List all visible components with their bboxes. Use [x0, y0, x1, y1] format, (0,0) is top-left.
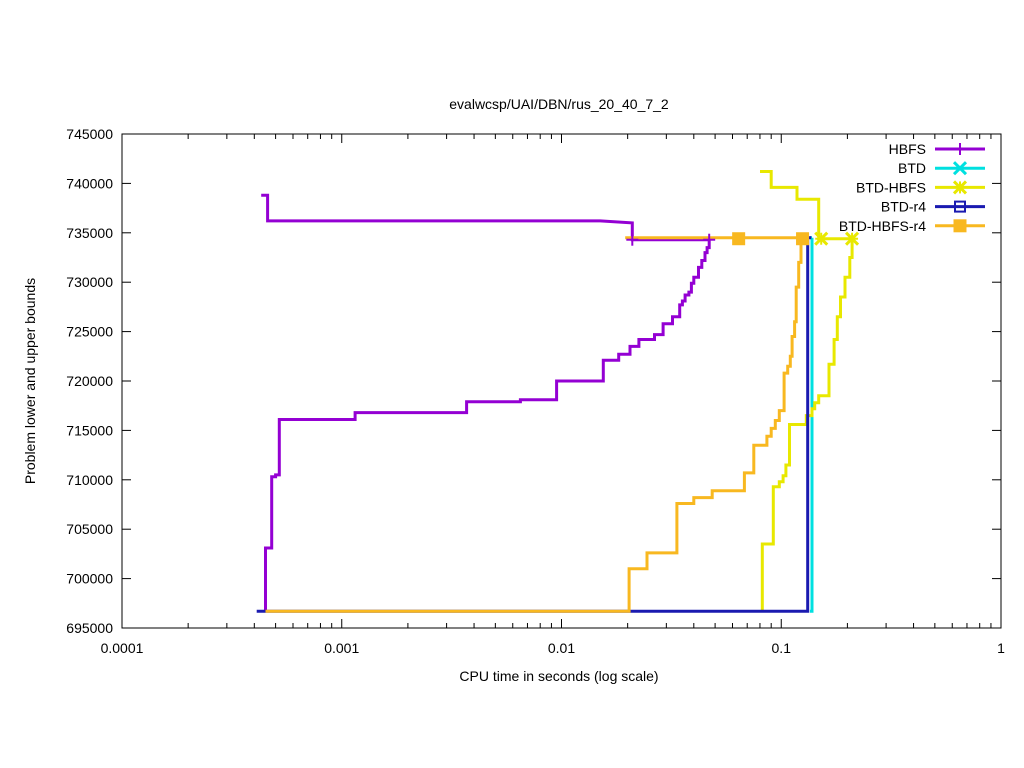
y-tick-label: 715000 — [66, 422, 113, 438]
legend-label-hbfs: HBFS — [889, 141, 926, 157]
btd-hbfs-point — [814, 231, 829, 246]
btd-hbfs-r4-lower-bound-line — [265, 237, 803, 613]
legend-marker-hbfs — [954, 143, 966, 155]
legend-label-btd-hbfs: BTD-HBFS — [856, 179, 926, 195]
x-tick-label: 0.1 — [772, 640, 792, 656]
btd-hbfs-point — [844, 231, 860, 246]
x-tick-label: 0.01 — [548, 640, 575, 656]
btd-r4-lower-bound-line — [256, 237, 810, 613]
plot-frame — [121, 133, 1002, 629]
hbfs-lower-bound-line — [264, 239, 711, 612]
legend: HBFS BTD BTD-HBFS BTD-r4 BTD-HBFS-r4 — [839, 141, 985, 234]
y-tick-label: 735000 — [66, 225, 113, 241]
plot-markers — [626, 231, 860, 246]
legend-marker-btd-hbfs-r4 — [953, 219, 967, 233]
y-tick-label: 705000 — [66, 521, 113, 537]
y-tick-label: 730000 — [66, 274, 113, 290]
y-tick-label: 695000 — [66, 620, 113, 636]
plot-lines — [256, 170, 854, 613]
legend-marker-btd-r4 — [954, 200, 966, 213]
legend-label-btd-r4: BTD-r4 — [881, 199, 926, 215]
legend-label-btd-hbfs-r4: BTD-HBFS-r4 — [839, 218, 926, 234]
legend-label-btd: BTD — [898, 160, 926, 176]
hbfs-point — [626, 233, 639, 246]
hbfs-point — [703, 233, 716, 246]
legend-marker-btd — [952, 161, 968, 176]
y-axis-label: Problem lower and upper bounds — [22, 278, 38, 484]
y-tick-label: 700000 — [66, 571, 113, 587]
btd-hbfs-upper-bound-line — [760, 170, 853, 241]
chart-title: evalwcsp/UAI/DBN/rus_20_40_7_2 — [449, 96, 669, 112]
y-tick-label: 745000 — [66, 126, 113, 142]
x-tick-labels: 0.0001 0.001 0.01 0.1 1 — [101, 640, 1006, 656]
x-axis-label: CPU time in seconds (log scale) — [459, 668, 658, 684]
x-tick-label: 0.001 — [324, 640, 359, 656]
btd-lower-bound-line — [809, 237, 814, 613]
hbfs-upper-bound-line — [261, 193, 710, 242]
y-tick-label: 710000 — [66, 472, 113, 488]
y-tick-label: 720000 — [66, 373, 113, 389]
btd-hbfs-r4-point — [732, 232, 746, 246]
legend-marker-btd-hbfs — [952, 180, 968, 195]
y-tick-labels: 695000 700000 705000 710000 715000 720000 7250… — [66, 126, 113, 636]
x-tick-label: 0.0001 — [101, 640, 144, 656]
y-tick-label: 740000 — [66, 175, 113, 191]
x-tick-label: 1 — [997, 640, 1005, 656]
y-tick-label: 725000 — [66, 324, 113, 340]
btd-hbfs-lower-bound-line — [760, 238, 854, 612]
btd-hbfs-r4-point — [796, 232, 810, 246]
